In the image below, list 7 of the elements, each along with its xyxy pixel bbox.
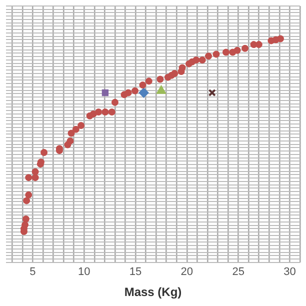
x-tick-label: 10 — [78, 266, 90, 278]
x-tick-label: 15 — [129, 266, 142, 278]
x-axis-title: Mass (Kg) — [124, 285, 182, 300]
x-tick-label: 5 — [30, 266, 36, 278]
x-tick-label: 30 — [284, 266, 296, 278]
x-tick-label: 25 — [232, 266, 244, 278]
x-tick-label: 20 — [180, 266, 194, 278]
